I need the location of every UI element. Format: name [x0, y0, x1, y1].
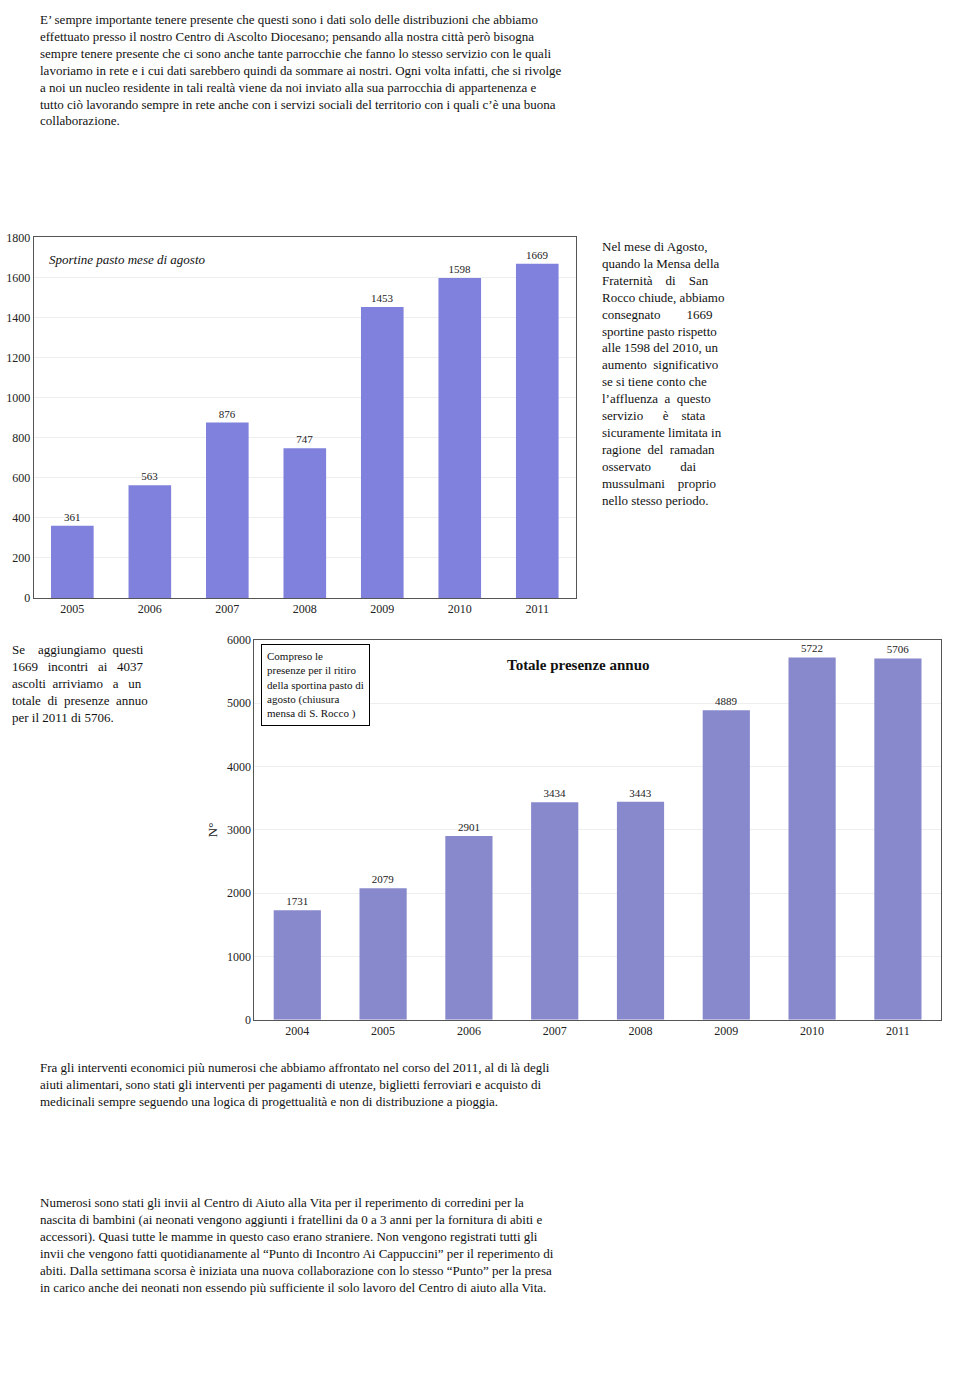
svg-text:1600: 1600 [6, 271, 30, 285]
svg-text:3000: 3000 [227, 823, 251, 837]
svg-text:Totale presenze annuo: Totale presenze annuo [507, 657, 650, 673]
svg-text:400: 400 [12, 511, 30, 525]
svg-text:2079: 2079 [372, 873, 395, 885]
svg-text:2010: 2010 [448, 602, 472, 616]
svg-text:2005: 2005 [60, 602, 84, 616]
svg-text:876: 876 [219, 408, 236, 420]
svg-text:1598: 1598 [449, 263, 472, 275]
svg-text:Sportine pasto mese di agosto: Sportine pasto mese di agosto [49, 252, 205, 267]
svg-text:Nel mese di Agosto,quando la M: Nel mese di Agosto,quando la Mensa della… [602, 239, 724, 508]
svg-text:5000: 5000 [227, 696, 251, 710]
svg-text:1453: 1453 [371, 292, 394, 304]
svg-text:2007: 2007 [543, 1024, 567, 1038]
svg-text:0: 0 [245, 1013, 251, 1027]
svg-text:747: 747 [296, 433, 313, 445]
svg-text:1000: 1000 [227, 950, 251, 964]
svg-text:2009: 2009 [370, 602, 394, 616]
svg-text:2008: 2008 [293, 602, 317, 616]
svg-text:2005: 2005 [371, 1024, 395, 1038]
svg-text:2011: 2011 [525, 602, 549, 616]
svg-text:Compreso lepresenze per il rit: Compreso lepresenze per il ritirodella s… [267, 650, 364, 720]
svg-text:1731: 1731 [286, 895, 308, 907]
svg-text:3443: 3443 [629, 787, 652, 799]
svg-text:N°: N° [205, 823, 220, 838]
svg-text:1669: 1669 [526, 249, 549, 261]
svg-text:1400: 1400 [6, 311, 30, 325]
svg-text:2008: 2008 [629, 1024, 653, 1038]
svg-text:5706: 5706 [887, 643, 910, 655]
svg-text:2901: 2901 [458, 821, 480, 833]
svg-text:3434: 3434 [543, 787, 566, 799]
svg-text:361: 361 [64, 511, 81, 523]
svg-text:1000: 1000 [6, 391, 30, 405]
svg-text:5722: 5722 [801, 642, 823, 654]
svg-text:2010: 2010 [800, 1024, 824, 1038]
svg-text:2000: 2000 [227, 886, 251, 900]
svg-text:2006: 2006 [138, 602, 162, 616]
svg-text:E’ sempre importante tenere pr: E’ sempre importante tenere presente che… [40, 12, 562, 128]
svg-text:2006: 2006 [457, 1024, 481, 1038]
svg-text:200: 200 [12, 551, 30, 565]
svg-text:600: 600 [12, 471, 30, 485]
svg-text:0: 0 [24, 591, 30, 605]
svg-text:1800: 1800 [6, 231, 30, 245]
svg-text:Fra gli interventi economici p: Fra gli interventi economici più numeros… [40, 1060, 550, 1109]
svg-text:4889: 4889 [715, 695, 738, 707]
svg-text:Se aggiungiamo questi1669: Se aggiungiamo questi1669 incontri ai 40… [12, 642, 148, 725]
svg-text:2004: 2004 [285, 1024, 309, 1038]
svg-text:2009: 2009 [714, 1024, 738, 1038]
svg-text:2011: 2011 [886, 1024, 910, 1038]
svg-text:4000: 4000 [227, 760, 251, 774]
svg-text:6000: 6000 [227, 633, 251, 647]
svg-text:Numerosi sono stati gli invii: Numerosi sono stati gli invii al Centro … [40, 1195, 554, 1295]
svg-text:2007: 2007 [215, 602, 239, 616]
svg-text:800: 800 [12, 431, 30, 445]
svg-text:563: 563 [141, 470, 158, 482]
svg-text:1200: 1200 [6, 351, 30, 365]
